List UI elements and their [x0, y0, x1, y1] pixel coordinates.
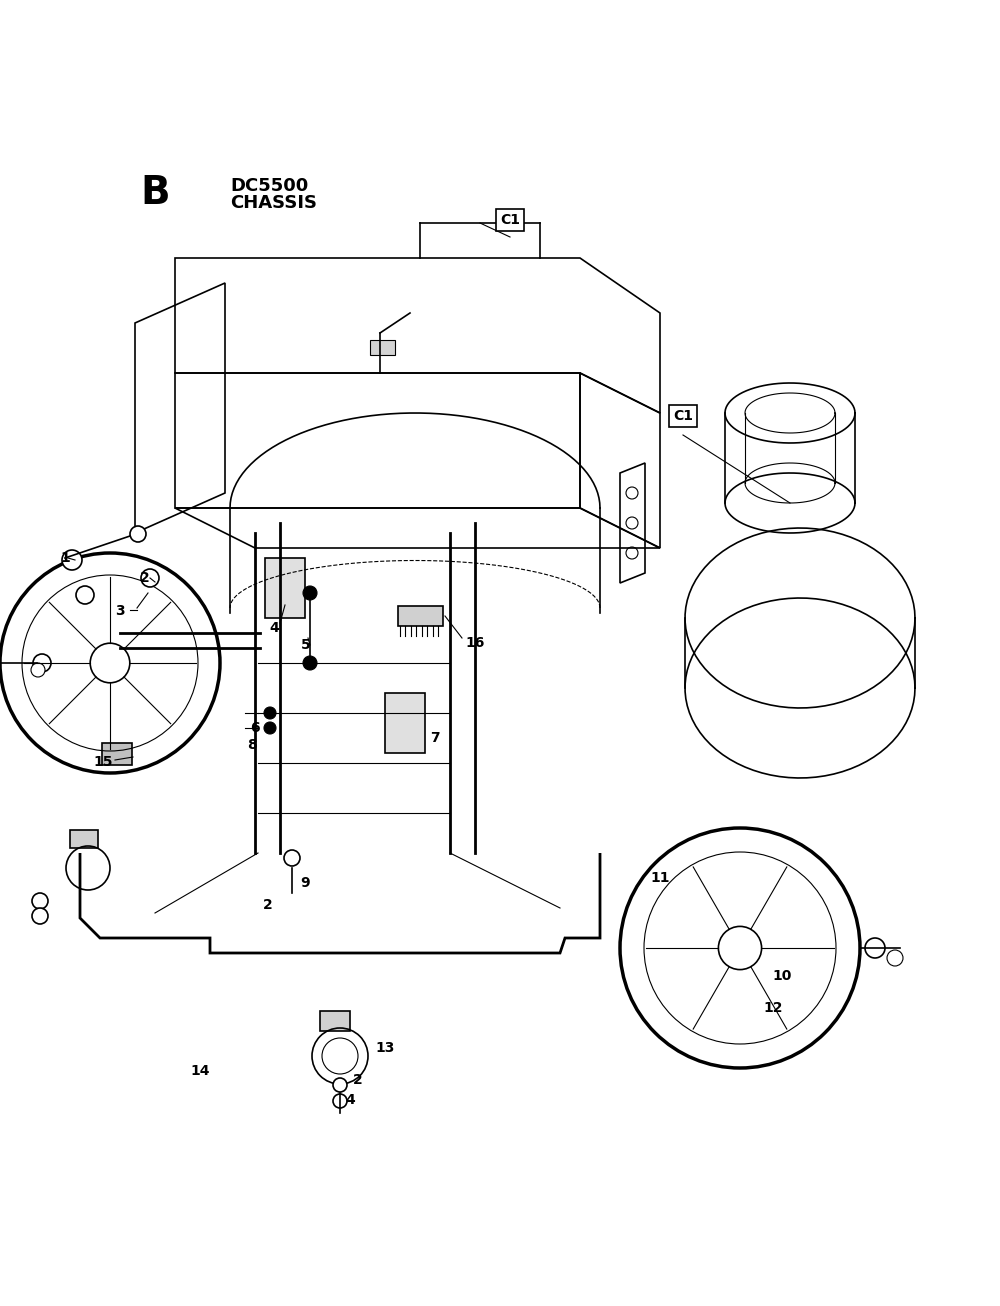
Text: 6: 6: [250, 721, 260, 735]
Text: 15: 15: [93, 755, 113, 769]
Text: 16: 16: [465, 636, 485, 650]
Circle shape: [887, 949, 903, 966]
Circle shape: [141, 569, 159, 586]
Circle shape: [32, 908, 48, 925]
Circle shape: [333, 1077, 347, 1092]
Text: 8: 8: [247, 738, 257, 752]
Text: C1: C1: [500, 213, 520, 227]
Text: CHASSIS: CHASSIS: [230, 195, 317, 212]
Circle shape: [31, 663, 45, 677]
Circle shape: [264, 707, 276, 720]
Bar: [398, 606, 443, 626]
Text: 12: 12: [763, 1000, 783, 1015]
Circle shape: [333, 1094, 347, 1107]
Text: 3: 3: [115, 603, 125, 618]
Text: 5: 5: [301, 639, 311, 652]
Text: 4: 4: [269, 620, 279, 635]
Text: C1: C1: [673, 409, 693, 423]
Circle shape: [264, 722, 276, 734]
Circle shape: [33, 654, 51, 673]
Text: 13: 13: [375, 1041, 395, 1055]
Text: 2: 2: [140, 571, 150, 585]
Circle shape: [32, 893, 48, 909]
Bar: [370, 340, 395, 355]
Circle shape: [76, 586, 94, 603]
Bar: [265, 558, 305, 618]
Bar: [385, 693, 425, 754]
Text: 11: 11: [650, 871, 670, 885]
Circle shape: [284, 850, 300, 866]
Bar: [70, 831, 98, 848]
Circle shape: [303, 586, 317, 599]
Text: 7: 7: [430, 731, 440, 744]
Text: 9: 9: [300, 876, 310, 889]
Text: 10: 10: [772, 969, 792, 983]
Circle shape: [62, 550, 82, 569]
Text: 4: 4: [345, 1093, 355, 1107]
Circle shape: [865, 938, 885, 959]
Circle shape: [90, 643, 130, 683]
Text: 14: 14: [190, 1064, 210, 1077]
Text: B: B: [140, 174, 170, 212]
Text: 1: 1: [60, 551, 70, 565]
Bar: [320, 1011, 350, 1030]
Bar: [102, 743, 132, 765]
Text: 2: 2: [353, 1074, 363, 1087]
Circle shape: [718, 926, 762, 969]
Text: DC5500: DC5500: [230, 178, 308, 195]
Circle shape: [303, 656, 317, 670]
Circle shape: [130, 526, 146, 542]
Text: 2: 2: [263, 899, 273, 912]
